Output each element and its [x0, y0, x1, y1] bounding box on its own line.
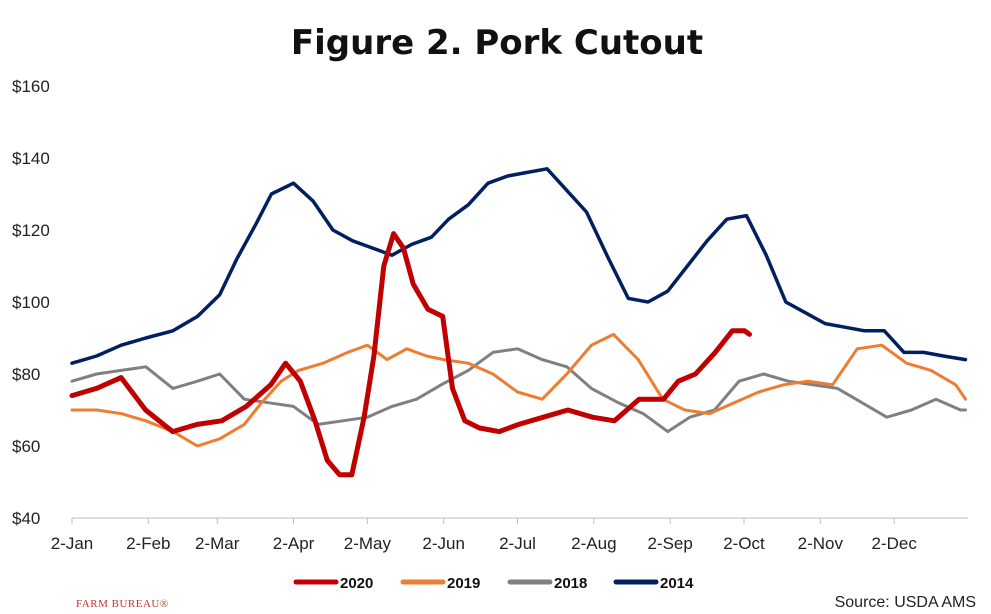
legend-label-2019: 2019	[447, 575, 480, 592]
legend-label-2018: 2018	[554, 575, 587, 592]
x-tick-label: 2-Dec	[871, 534, 917, 553]
x-tick-label: 2-Oct	[723, 534, 765, 553]
brand-text: FARM BUREAU®	[76, 598, 169, 610]
legend: 2020 2019 2018 2014	[293, 575, 694, 592]
series-line-2014	[70, 167, 968, 365]
series-line-2019	[70, 332, 967, 448]
x-tick-label: 2-May	[344, 534, 392, 553]
x-tick-label: 2-Nov	[798, 534, 844, 553]
source-note: Source: USDA AMS	[835, 594, 976, 611]
x-tick-label: 2-Jan	[51, 534, 94, 553]
plot-area	[69, 167, 968, 478]
farm-bureau-logo: FARM BUREAU®	[34, 592, 169, 610]
y-tick-label: $160	[12, 77, 50, 96]
logo-stripe-icon	[34, 592, 60, 596]
series-line-2020	[69, 231, 752, 478]
series-line-2018	[70, 347, 967, 434]
x-tick-label: 2-Apr	[273, 534, 315, 553]
x-tick-label: 2-Sep	[647, 534, 692, 553]
chart-title: Figure 2. Pork Cutout	[291, 23, 703, 63]
y-tick-label: $140	[12, 149, 50, 168]
x-tick-label: 2-Jun	[422, 534, 465, 553]
y-tick-label: $100	[12, 293, 50, 312]
y-tick-label: $120	[12, 221, 50, 240]
x-tick-label: 2-Jul	[499, 534, 536, 553]
y-axis: $40 $60 $80 $100 $120 $140 $160	[12, 77, 50, 528]
y-tick-label: $60	[12, 437, 40, 456]
legend-label-2014: 2014	[660, 575, 694, 592]
y-tick-label: $80	[12, 365, 40, 384]
y-tick-label: $40	[12, 509, 40, 528]
x-tick-label: 2-Feb	[126, 534, 170, 553]
x-axis: 2-Jan 2-Feb 2-Mar 2-Apr 2-May 2-Jun 2-Jul 2-Aug…	[51, 518, 917, 553]
x-tick-label: 2-Aug	[571, 534, 616, 553]
legend-label-2020: 2020	[340, 575, 373, 592]
x-tick-label: 2-Mar	[195, 534, 240, 553]
